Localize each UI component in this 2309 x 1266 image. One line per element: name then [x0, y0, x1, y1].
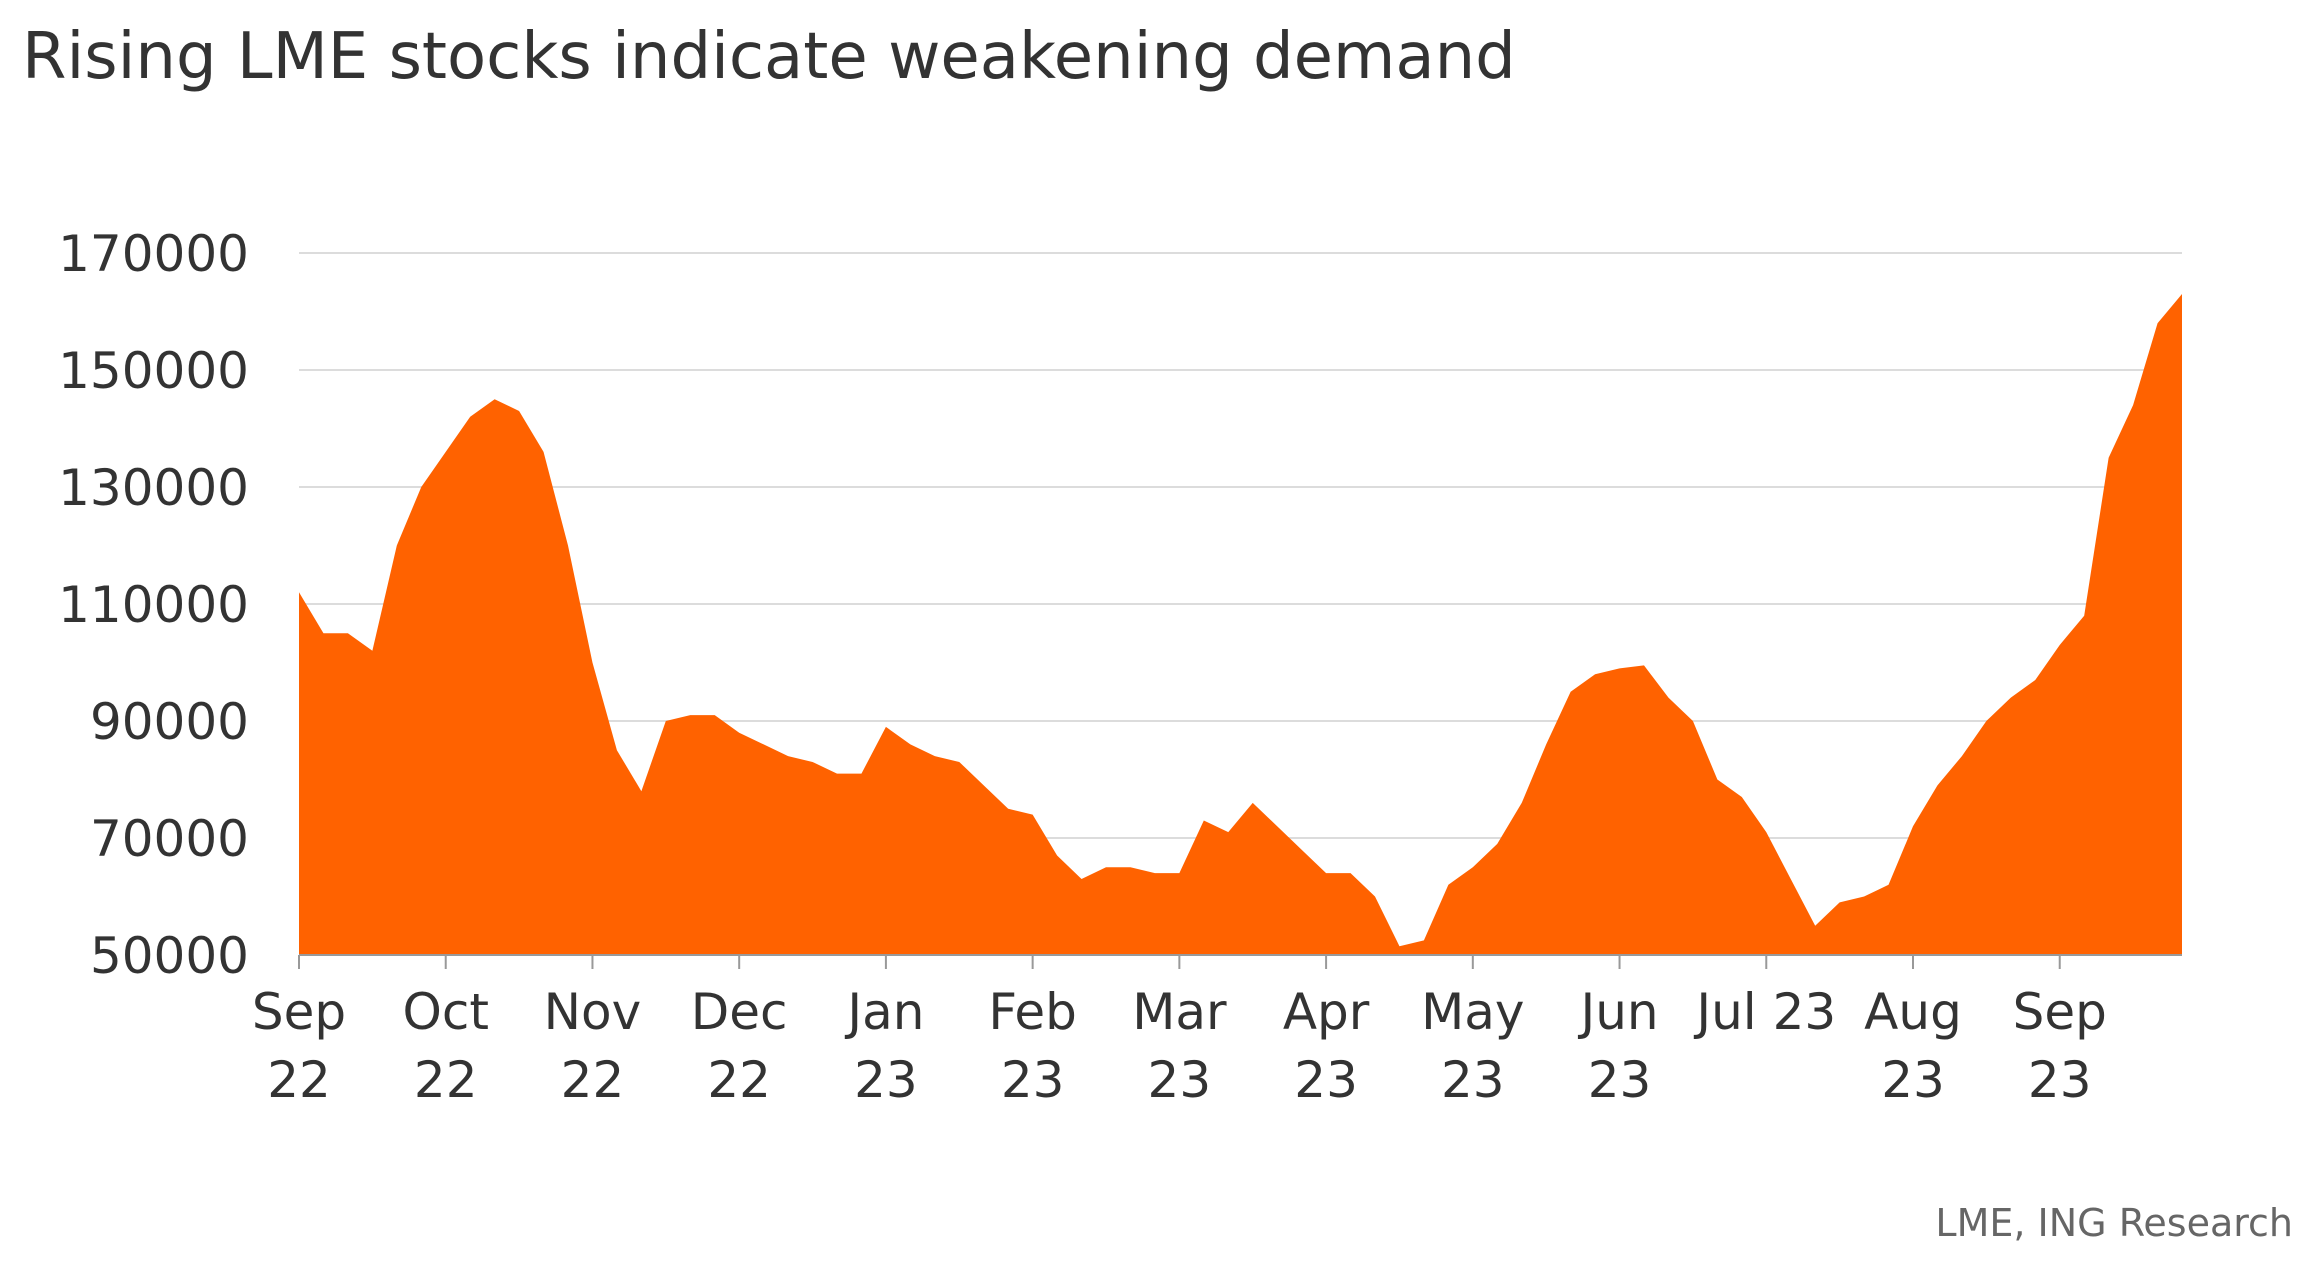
x-tick-label: Jul 23: [1693, 983, 1836, 1041]
x-tick-label: Aug 23: [1864, 983, 1962, 1109]
x-tick-label: Jun 23: [1577, 983, 1658, 1109]
x-tick-label: Feb 23: [988, 983, 1077, 1109]
y-tick-label: 110000: [58, 576, 249, 634]
y-tick-label: 50000: [90, 927, 249, 985]
x-tick-label: Dec 22: [691, 983, 788, 1109]
y-tick-label: 70000: [90, 810, 249, 868]
x-tick-label: Jan 23: [844, 983, 924, 1109]
x-tick-label: Sep 23: [2013, 983, 2107, 1109]
y-tick-label: 130000: [58, 459, 249, 517]
x-tick-label: Oct 22: [403, 983, 489, 1109]
source: LME, ING Research: [1935, 1201, 2293, 1245]
y-tick-label: 90000: [90, 693, 249, 751]
x-tick-label: Nov 22: [544, 983, 642, 1109]
chart-title: Rising LME stocks indicate weakening dem…: [22, 20, 1516, 94]
x-tick-label: Mar 23: [1132, 983, 1227, 1109]
y-tick-label: 170000: [58, 225, 249, 283]
x-tick-label: Apr 23: [1283, 983, 1370, 1109]
y-tick-label: 150000: [58, 342, 249, 400]
area: [299, 293, 2182, 955]
x-tick-label: May 23: [1421, 983, 1524, 1109]
x-tick-label: Sep 22: [252, 983, 346, 1109]
